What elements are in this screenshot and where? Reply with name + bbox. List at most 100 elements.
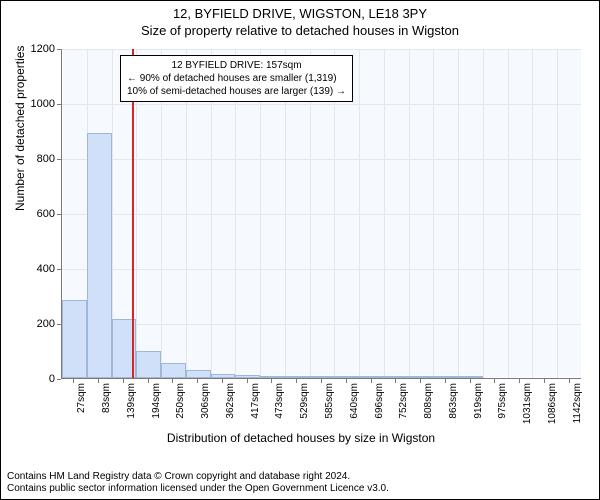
histogram-bar [285, 376, 310, 378]
xtick-label: 529sqm [299, 383, 310, 419]
gridline-v [359, 49, 360, 378]
histogram-bar [186, 370, 211, 378]
ytick-label: 1000 [31, 98, 55, 110]
xtick-mark [371, 379, 372, 383]
ytick-label: 600 [37, 208, 55, 220]
xtick-label: 362sqm [225, 383, 236, 419]
ytick-label: 800 [37, 153, 55, 165]
histogram-bar [62, 300, 87, 378]
footer-line1: Contains HM Land Registry data © Crown c… [7, 471, 389, 483]
histogram-bar [310, 376, 335, 378]
xtick-label: 1142sqm [572, 383, 583, 423]
gridline-v [458, 49, 459, 378]
xtick-mark [172, 379, 173, 383]
xtick-mark [222, 379, 223, 383]
xtick-label: 417sqm [250, 383, 261, 419]
xtick-label: 1086sqm [547, 383, 558, 424]
xtick-label: 752sqm [398, 383, 409, 419]
histogram-bar [136, 351, 161, 378]
xtick-label: 306sqm [200, 383, 211, 419]
marker-callout: 12 BYFIELD DRIVE: 157sqm ← 90% of detach… [120, 55, 353, 102]
xtick-mark [73, 379, 74, 383]
xtick-label: 863sqm [448, 383, 459, 419]
xtick-label: 585sqm [324, 383, 335, 419]
ytick-mark [57, 49, 61, 50]
xtick-mark [321, 379, 322, 383]
xtick-label: 919sqm [473, 383, 484, 419]
page-title-line1: 12, BYFIELD DRIVE, WIGSTON, LE18 3PY [1, 1, 599, 21]
ytick-mark [57, 104, 61, 105]
xtick-mark [247, 379, 248, 383]
footer-line2: Contains public sector information licen… [7, 483, 389, 495]
gridline-v [508, 49, 509, 378]
xtick-label: 473sqm [274, 383, 285, 419]
xtick-label: 1031sqm [522, 383, 533, 424]
xtick-mark [470, 379, 471, 383]
xtick-label: 975sqm [497, 383, 508, 419]
xtick-mark [494, 379, 495, 383]
histogram-bar [334, 376, 359, 378]
xtick-mark [346, 379, 347, 383]
ytick-mark [57, 324, 61, 325]
ytick-mark [57, 214, 61, 215]
histogram-bar [384, 376, 409, 378]
gridline-h [62, 49, 581, 50]
histogram-bar [409, 376, 434, 378]
plot-wrap: 12 BYFIELD DRIVE: 157sqm ← 90% of detach… [61, 49, 581, 379]
xtick-mark [519, 379, 520, 383]
xtick-mark [98, 379, 99, 383]
xtick-label: 250sqm [175, 383, 186, 419]
x-axis-label: Distribution of detached houses by size … [1, 431, 600, 445]
gridline-h [62, 269, 581, 270]
ytick-label: 400 [37, 263, 55, 275]
histogram-bar [211, 374, 236, 378]
gridline-v [433, 49, 434, 378]
gridline-v [483, 49, 484, 378]
histogram-bar [87, 133, 112, 378]
histogram-bar [433, 376, 458, 378]
gridline-h [62, 324, 581, 325]
xtick-mark [569, 379, 570, 383]
histogram-bar [260, 376, 285, 378]
xtick-mark [123, 379, 124, 383]
xtick-mark [148, 379, 149, 383]
ytick-mark [57, 159, 61, 160]
gridline-h [62, 159, 581, 160]
xtick-label: 696sqm [374, 383, 385, 419]
callout-line1: 12 BYFIELD DRIVE: 157sqm [127, 59, 346, 72]
xtick-mark [271, 379, 272, 383]
xtick-mark [197, 379, 198, 383]
ytick-mark [57, 379, 61, 380]
gridline-h [62, 214, 581, 215]
gridline-v [384, 49, 385, 378]
gridline-v [532, 49, 533, 378]
ytick-label: 200 [37, 318, 55, 330]
ytick-mark [57, 269, 61, 270]
plot-area: 12 BYFIELD DRIVE: 157sqm ← 90% of detach… [61, 49, 581, 379]
xtick-mark [445, 379, 446, 383]
xtick-label: 640sqm [349, 383, 360, 419]
callout-line2: ← 90% of detached houses are smaller (1,… [127, 72, 346, 85]
histogram-bar [161, 363, 186, 378]
footer: Contains HM Land Registry data © Crown c… [7, 471, 389, 495]
callout-line3: 10% of semi-detached houses are larger (… [127, 85, 346, 98]
histogram-bar [235, 375, 260, 378]
xtick-mark [395, 379, 396, 383]
ytick-label: 0 [49, 373, 55, 385]
gridline-h [62, 104, 581, 105]
xtick-mark [420, 379, 421, 383]
xtick-label: 139sqm [126, 383, 137, 419]
y-axis-label: Number of detached properties [13, 46, 27, 211]
xtick-label: 83sqm [101, 383, 112, 413]
ytick-label: 1200 [31, 43, 55, 55]
histogram-bar [359, 376, 384, 378]
xtick-label: 808sqm [423, 383, 434, 419]
gridline-v [557, 49, 558, 378]
xtick-label: 27sqm [76, 383, 87, 413]
gridline-v [409, 49, 410, 378]
xtick-label: 194sqm [151, 383, 162, 419]
xtick-mark [296, 379, 297, 383]
page-title-line2: Size of property relative to detached ho… [1, 21, 599, 38]
chart-container: 12, BYFIELD DRIVE, WIGSTON, LE18 3PY Siz… [0, 0, 600, 500]
histogram-bar [458, 376, 483, 378]
